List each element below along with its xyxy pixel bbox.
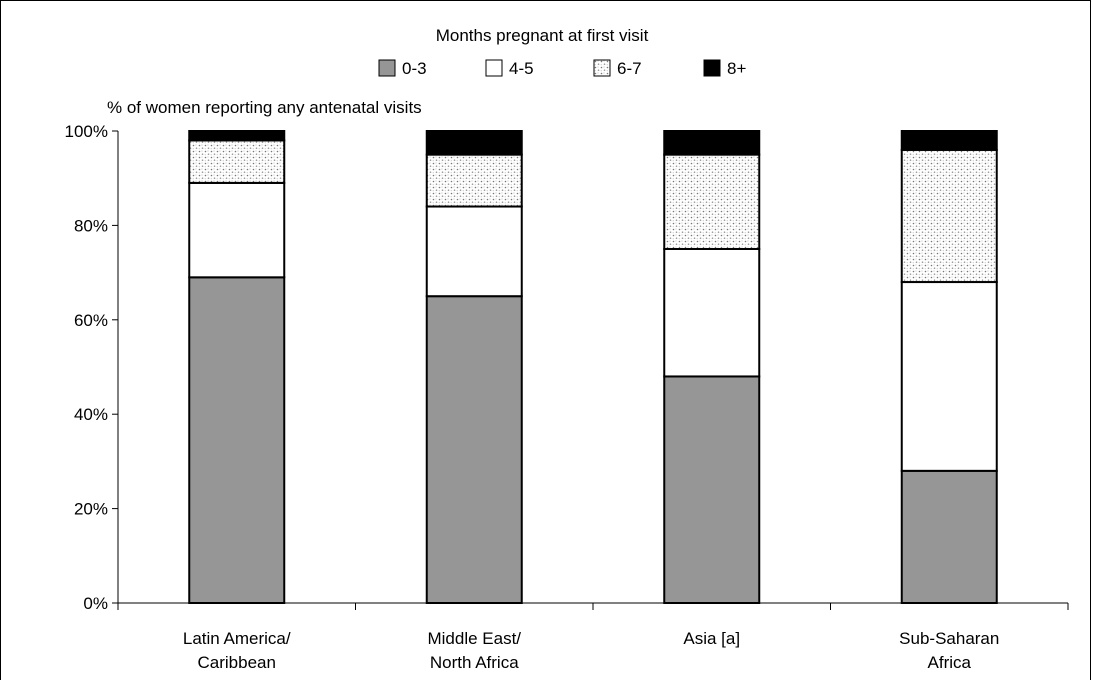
legend-swatch-6-7 xyxy=(593,59,611,77)
legend-label-6-7: 6-7 xyxy=(617,59,642,78)
x-tick-label-4-line-2: Africa xyxy=(928,653,972,672)
legend-title: Months pregnant at first visit xyxy=(436,26,649,45)
y-tick-labels: 0% 20% 40% 60% 80% 100% xyxy=(65,122,108,613)
bar-4-0-3 xyxy=(900,469,998,604)
legend-label-0-3: 0-3 xyxy=(402,59,427,78)
y-tick-label-80%: 80% xyxy=(74,216,108,235)
x-tick-label-2-line-2: North Africa xyxy=(430,653,519,672)
legend-swatch-4-5 xyxy=(485,59,503,77)
legend-label-8+: 8+ xyxy=(727,59,746,78)
x-tick-label-4-line-1: Sub-Saharan xyxy=(899,629,999,648)
bar-1-0-3 xyxy=(188,276,286,604)
x-tick-label-2-line-1: Middle East/ xyxy=(427,629,521,648)
bar-2-6-7 xyxy=(425,153,523,208)
bar-3-4-5 xyxy=(663,248,761,378)
bar-2-4-5 xyxy=(425,205,523,298)
legend-swatch-8+ xyxy=(703,59,721,77)
bar-1-8+ xyxy=(188,130,286,142)
y-tick-label-40%: 40% xyxy=(74,405,108,424)
bar-3-0-3 xyxy=(663,375,761,604)
legend: 0-3 4-5 6-7 8+ xyxy=(378,59,746,78)
bar-4-6-7 xyxy=(900,148,998,284)
bar-3-6-7 xyxy=(663,153,761,251)
bar-4-4-5 xyxy=(900,281,998,472)
bar-1-6-7 xyxy=(188,139,286,184)
legend-swatch-0-3 xyxy=(378,59,396,77)
x-tick-label-1-line-2: Caribbean xyxy=(198,653,276,672)
y-axis-label: % of women reporting any antenatal visit… xyxy=(107,98,422,117)
axes xyxy=(112,130,1069,610)
bar-1-4-5 xyxy=(188,181,286,279)
bar-2-8+ xyxy=(425,130,523,156)
x-tick-labels: Latin America/Caribbean Middle East/North… xyxy=(183,629,999,672)
x-tick-label-1-line-1: Latin America/ xyxy=(183,629,291,648)
y-tick-label-20%: 20% xyxy=(74,500,108,519)
y-tick-label-0%: 0% xyxy=(83,594,108,613)
bar-3-8+ xyxy=(663,130,761,156)
bar-2-0-3 xyxy=(425,295,523,604)
legend-label-4-5: 4-5 xyxy=(509,59,534,78)
y-tick-label-100%: 100% xyxy=(65,122,108,141)
y-tick-label-60%: 60% xyxy=(74,311,108,330)
bars xyxy=(188,130,998,604)
bar-4-8+ xyxy=(900,130,998,151)
x-tick-label-3-line-1: Asia [a] xyxy=(683,629,740,648)
